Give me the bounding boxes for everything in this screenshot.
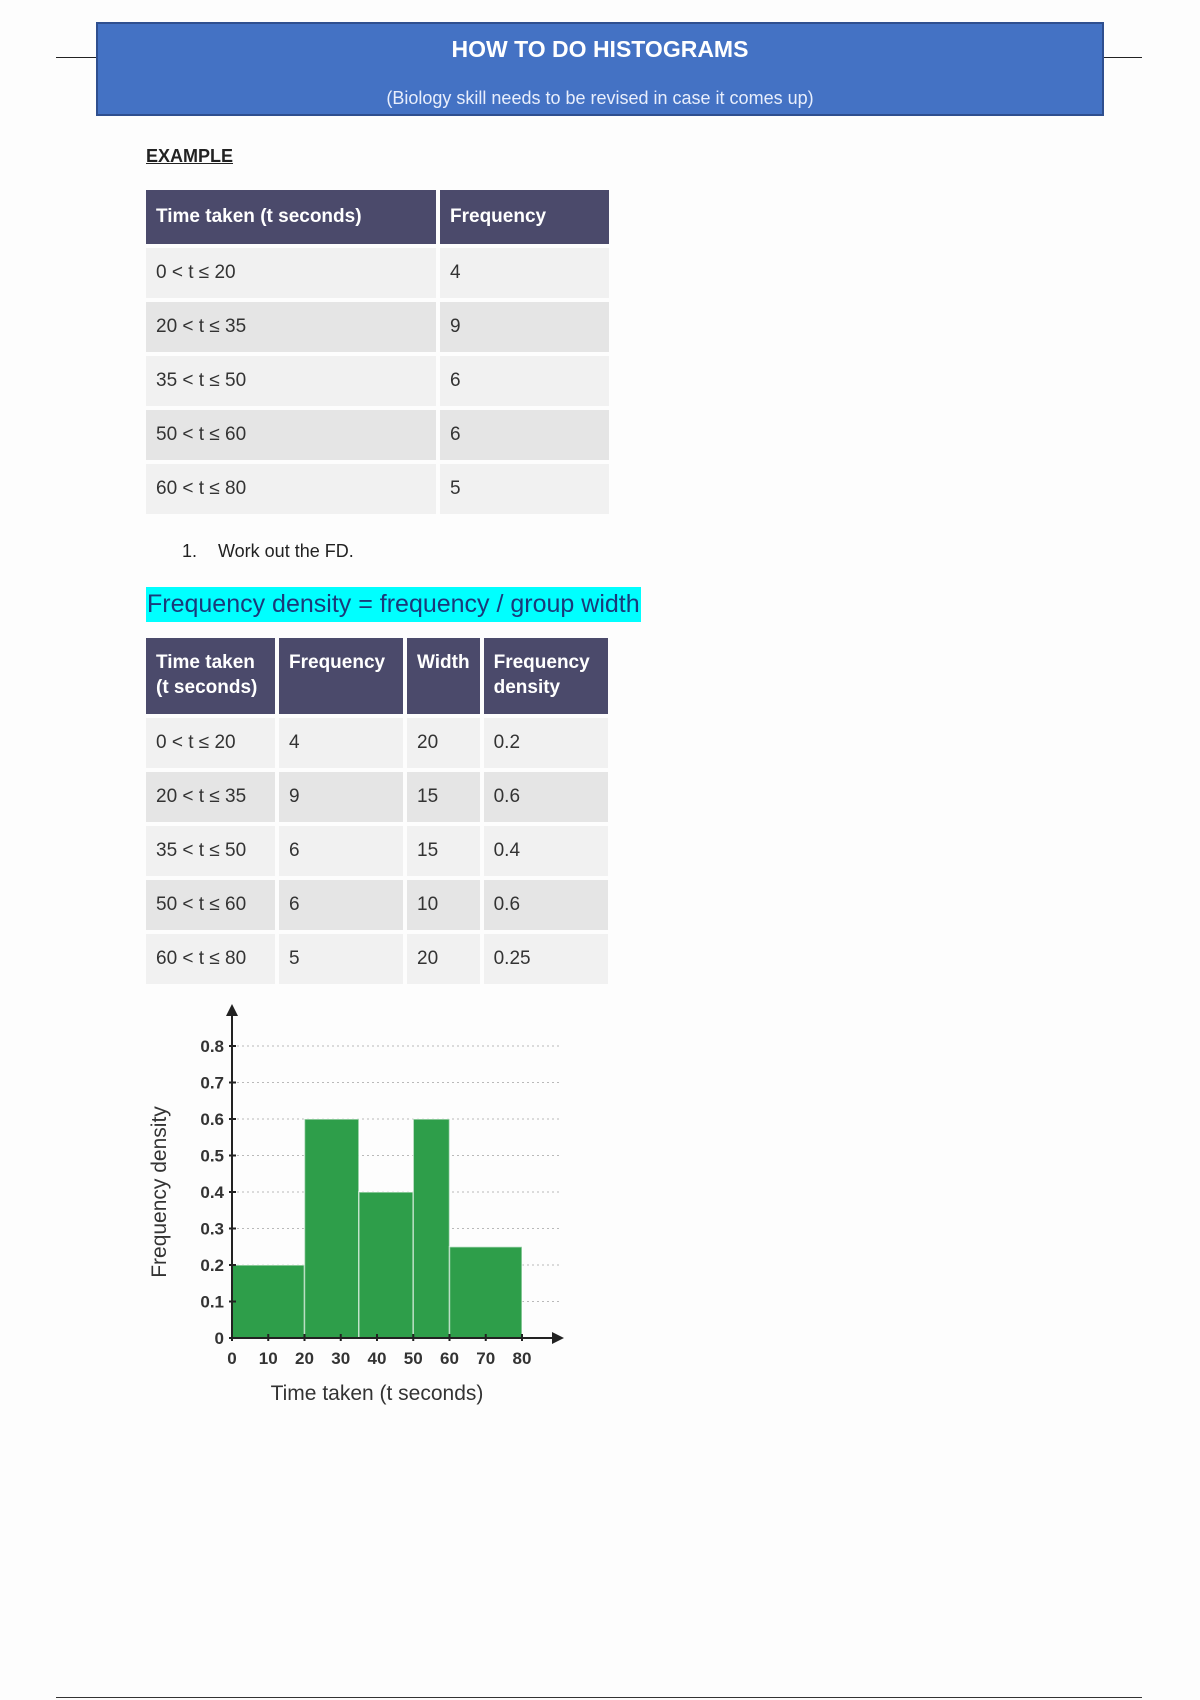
y-axis-label: Frequency density <box>148 1106 171 1278</box>
table-cell: 20 <box>407 934 480 984</box>
table-cell: 0.25 <box>483 934 608 984</box>
table-cell: 6 <box>440 410 609 460</box>
table-cell: 60 < t ≤ 80 <box>146 934 275 984</box>
histogram-bar <box>358 1191 414 1339</box>
y-tick-label: 0 <box>215 1329 224 1348</box>
table-cell: 15 <box>407 826 480 876</box>
frequency-table: Time taken (t seconds) Frequency 0 < t ≤… <box>142 186 613 518</box>
table-row: 60 < t ≤ 80 5 <box>146 464 609 514</box>
table-row: 20 < t ≤ 35 9 <box>146 302 609 352</box>
table-cell: 4 <box>279 718 403 768</box>
table-cell: 35 < t ≤ 50 <box>146 356 436 406</box>
step-number: 1. <box>182 541 198 561</box>
table-row: 35 < t ≤ 50 6 <box>146 356 609 406</box>
table-cell: 5 <box>440 464 609 514</box>
y-axis-arrow <box>226 1004 238 1016</box>
header-rule-right <box>1102 57 1142 58</box>
x-tick-label: 0 <box>227 1349 236 1368</box>
x-tick-label: 20 <box>295 1349 314 1368</box>
column-header: Width <box>407 638 480 714</box>
table-cell: 50 < t ≤ 60 <box>146 410 436 460</box>
table-row: 0 < t ≤ 20 4 20 0.2 <box>146 718 608 768</box>
x-tick-label: 80 <box>513 1349 532 1368</box>
table-cell: 5 <box>279 934 403 984</box>
table-row: 50 < t ≤ 60 6 <box>146 410 609 460</box>
y-tick-label: 0.1 <box>200 1293 224 1312</box>
header-rule-left <box>56 57 98 58</box>
histogram-bar <box>412 1118 451 1339</box>
table-cell: 0.4 <box>483 826 608 876</box>
y-tick-label: 0.6 <box>200 1110 224 1129</box>
x-tick-label: 60 <box>440 1349 459 1368</box>
x-axis-arrow <box>552 1332 564 1344</box>
step-text: Work out the FD. <box>218 541 354 561</box>
y-tick-label: 0.8 <box>200 1037 224 1056</box>
page-title: HOW TO DO HISTOGRAMS <box>451 36 749 62</box>
histogram-bar <box>231 1264 306 1339</box>
table-cell: 35 < t ≤ 50 <box>146 826 275 876</box>
table-cell: 9 <box>440 302 609 352</box>
table-cell: 0.2 <box>483 718 608 768</box>
table-cell: 6 <box>279 880 403 930</box>
table-cell: 0 < t ≤ 20 <box>146 248 436 298</box>
formula-highlight: Frequency density = frequency / group wi… <box>146 587 641 622</box>
table-cell: 20 <box>407 718 480 768</box>
x-tick-label: 10 <box>259 1349 278 1368</box>
table-cell: 0.6 <box>483 880 608 930</box>
table-header-row: Time taken (t seconds) Frequency Width F… <box>146 638 608 714</box>
table-row: 35 < t ≤ 50 6 15 0.4 <box>146 826 608 876</box>
y-tick-label: 0.2 <box>200 1256 224 1275</box>
table-cell: 9 <box>279 772 403 822</box>
column-header: Frequency <box>279 638 403 714</box>
table-row: 60 < t ≤ 80 5 20 0.25 <box>146 934 608 984</box>
table-cell: 60 < t ≤ 80 <box>146 464 436 514</box>
table-cell: 50 < t ≤ 60 <box>146 880 275 930</box>
column-header: Time taken (t seconds) <box>146 638 275 714</box>
instruction-step: 1. Work out the FD. <box>182 541 354 562</box>
table-header-row: Time taken (t seconds) Frequency <box>146 190 609 244</box>
column-header: Frequency density <box>483 638 608 714</box>
table-cell: 20 < t ≤ 35 <box>146 302 436 352</box>
x-tick-label: 70 <box>476 1349 495 1368</box>
column-header: Frequency <box>440 190 609 244</box>
histogram-bar <box>448 1246 523 1339</box>
x-tick-label: 30 <box>331 1349 350 1368</box>
y-tick-label: 0.4 <box>200 1183 224 1202</box>
header-banner: HOW TO DO HISTOGRAMS (Biology skill need… <box>96 22 1104 116</box>
x-axis-label: Time taken (t seconds) <box>271 1382 484 1405</box>
table-cell: 0.6 <box>483 772 608 822</box>
example-heading: EXAMPLE <box>146 146 234 166</box>
table-row: 0 < t ≤ 20 4 <box>146 248 609 298</box>
column-header: Time taken (t seconds) <box>146 190 436 244</box>
histogram-bar <box>303 1118 360 1339</box>
y-tick-label: 0.7 <box>200 1074 224 1093</box>
y-tick-label: 0.5 <box>200 1147 224 1166</box>
table-cell: 4 <box>440 248 609 298</box>
table-row: 50 < t ≤ 60 6 10 0.6 <box>146 880 608 930</box>
table-cell: 20 < t ≤ 35 <box>146 772 275 822</box>
table-cell: 15 <box>407 772 480 822</box>
table-cell: 6 <box>279 826 403 876</box>
table-row: 20 < t ≤ 35 9 15 0.6 <box>146 772 608 822</box>
table-cell: 6 <box>440 356 609 406</box>
y-tick-label: 0.3 <box>200 1220 224 1239</box>
page-subtitle: (Biology skill needs to be revised in ca… <box>386 88 814 108</box>
table-cell: 10 <box>407 880 480 930</box>
frequency-density-table: Time taken (t seconds) Frequency Width F… <box>142 634 612 988</box>
x-tick-label: 40 <box>368 1349 387 1368</box>
footer-rule <box>56 1697 1142 1698</box>
x-tick-label: 50 <box>404 1349 423 1368</box>
histogram-chart: 0 0.1 0.2 0.3 0.4 0.5 0.6 0.7 0.8 0 10 20 30 40 50 60 70… <box>148 1004 564 1405</box>
table-cell: 0 < t ≤ 20 <box>146 718 275 768</box>
